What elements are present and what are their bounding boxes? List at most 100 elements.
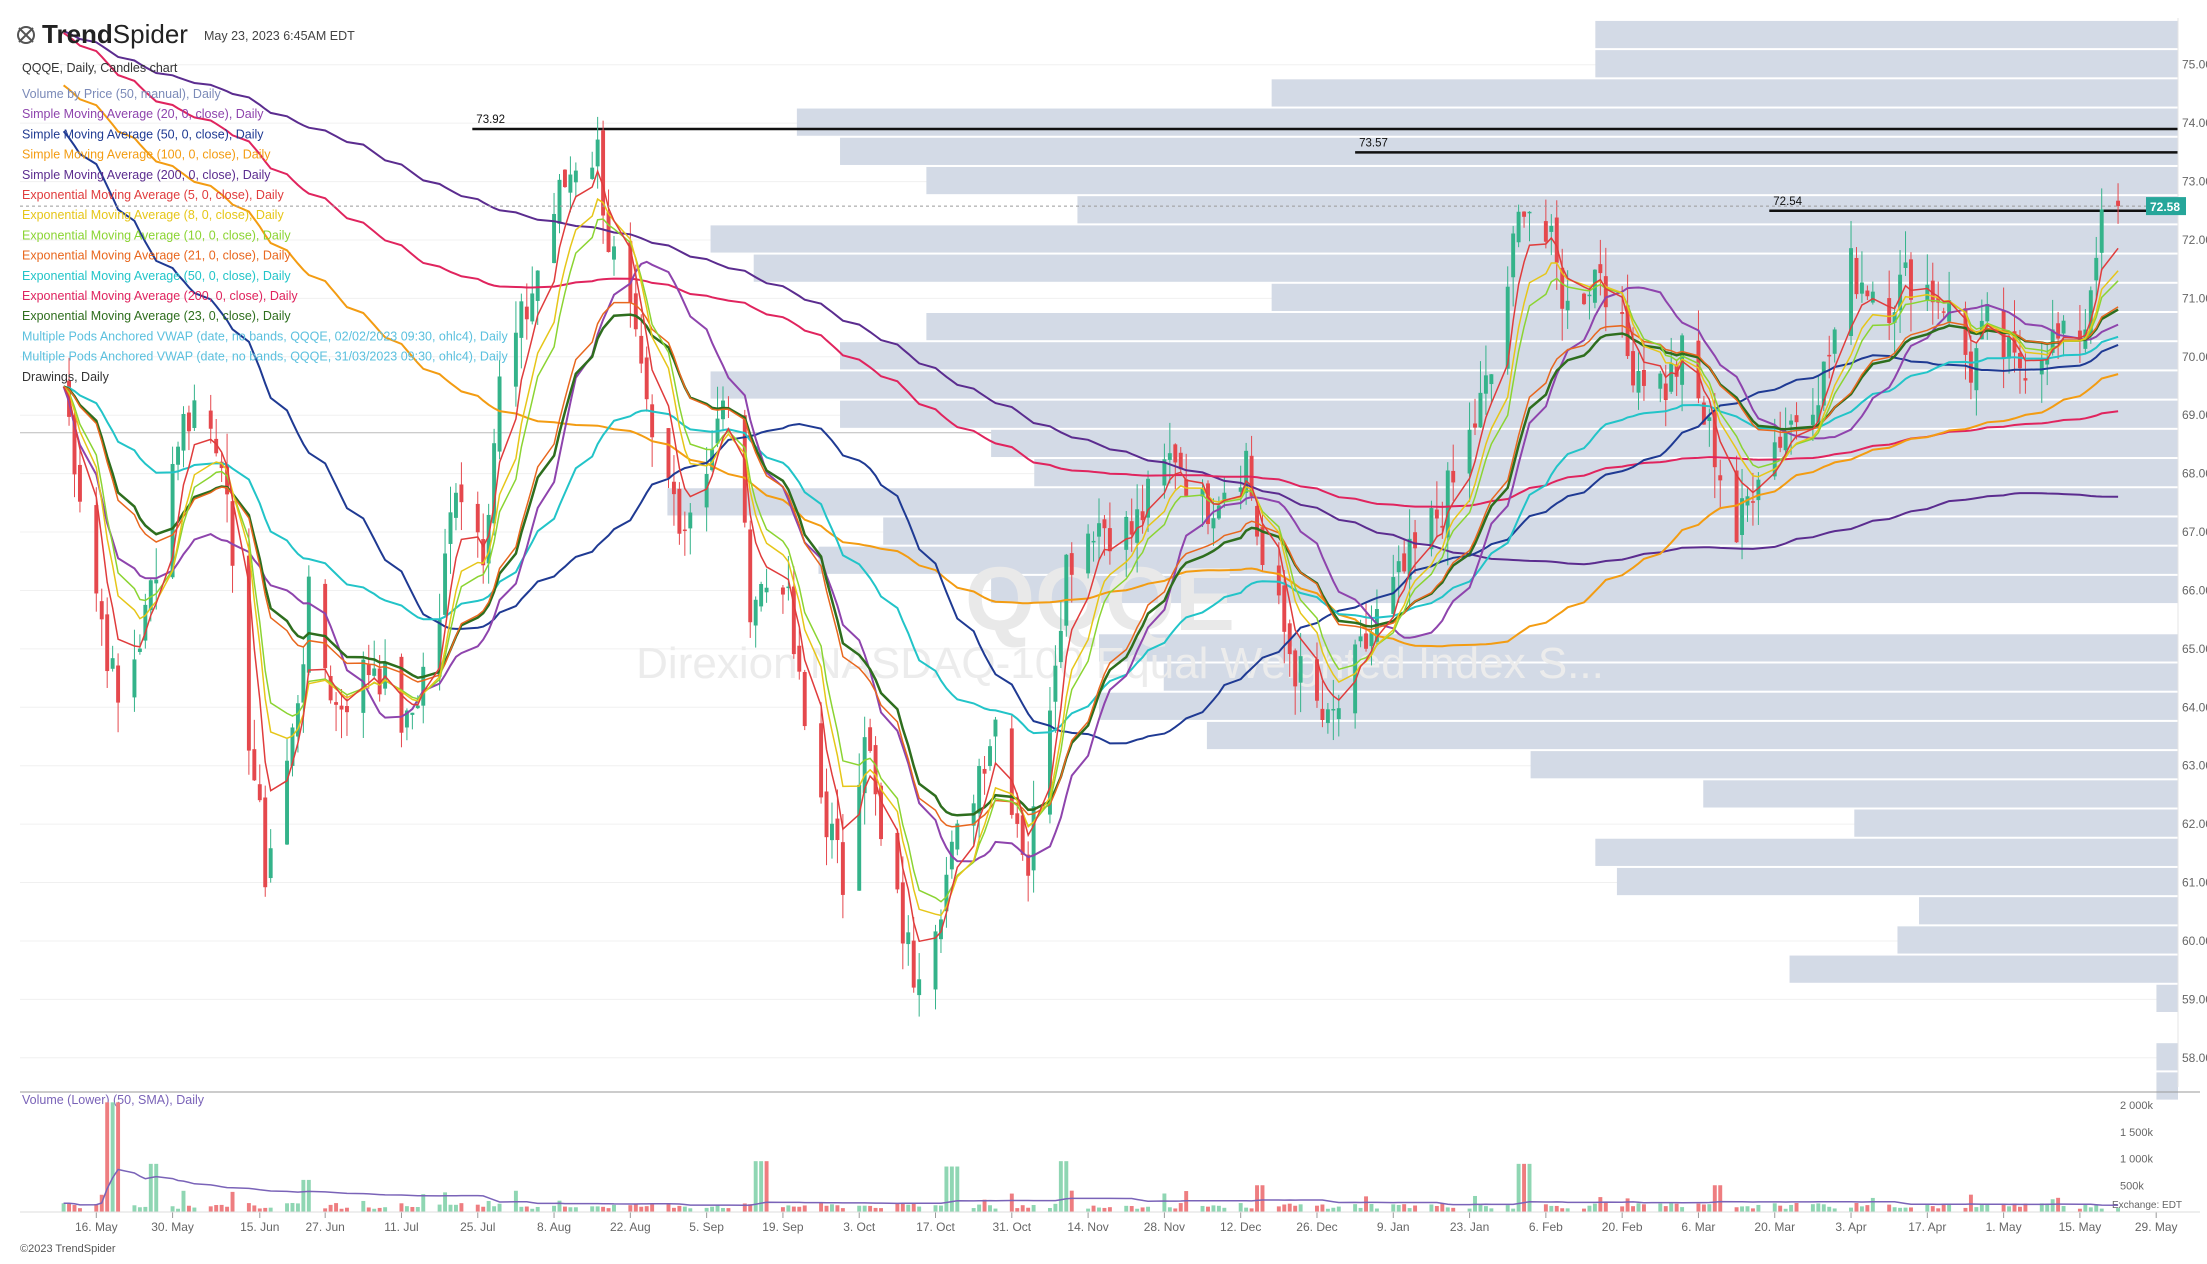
volume-profile-bar [1206, 721, 2178, 750]
volume-bar [1238, 1203, 1243, 1212]
volume-bar [742, 1203, 747, 1212]
volume-bar [764, 1161, 769, 1212]
legend-item[interactable]: Multiple Pods Anchored VWAP (date, no ba… [22, 350, 508, 364]
volume-bar [988, 1205, 992, 1212]
volume-bar [1974, 1207, 1979, 1212]
legend-item[interactable]: Volume by Price (50, manual), Daily [22, 87, 221, 101]
volume-bar [1211, 1205, 1216, 1212]
candle-body [1047, 710, 1052, 815]
price-tick-label: 67.00 [2182, 525, 2207, 539]
volume-bar [1249, 1208, 1254, 1212]
candle-body [421, 666, 426, 706]
legend-item[interactable]: Exponential Moving Average (21, 0, close… [22, 249, 291, 263]
legend-item[interactable]: Exponential Moving Average (200, 0, clos… [22, 289, 298, 303]
candle-body [1135, 509, 1140, 543]
candle-body [1789, 420, 1794, 425]
candle-body [176, 446, 180, 465]
candle-body [1549, 225, 1554, 232]
volume-bar [879, 1208, 883, 1212]
candle-body [345, 706, 349, 713]
volume-bar [328, 1204, 333, 1212]
volume-bar [334, 1203, 339, 1212]
copyright: ©2023 TrendSpider [20, 1243, 116, 1255]
candle-body [492, 443, 497, 524]
volume-bar [1821, 1204, 1826, 1212]
volume-bar [1091, 1205, 1096, 1212]
volume-bar [1658, 1203, 1663, 1212]
volume-profile-bar [1163, 663, 2178, 691]
legend-item[interactable]: Exponential Moving Average (8, 0, close)… [22, 208, 284, 222]
volume-bar [1625, 1198, 1630, 1212]
legend-item[interactable]: Simple Moving Average (50, 0, close), Da… [22, 127, 264, 141]
candle-body [1603, 276, 1608, 308]
candle-body [1985, 304, 1990, 322]
volume-profile-bar [991, 429, 2178, 458]
volume-profile-bar [710, 225, 2178, 253]
level-label: 72.54 [1773, 196, 1802, 208]
legend-item[interactable]: Drawings, Daily [22, 370, 110, 384]
time-tick-label: 20. Feb [1602, 1220, 1643, 1234]
volume-bar [830, 1204, 834, 1212]
time-tick-label: 16. May [75, 1220, 118, 1234]
candle-body [246, 555, 251, 751]
volume-bar [1701, 1204, 1706, 1212]
volume-profile-bar [710, 371, 2178, 399]
candle-body [1276, 565, 1281, 596]
legend-item[interactable]: Exponential Moving Average (23, 0, close… [22, 309, 291, 323]
time-tick-label: 11. Jul [384, 1220, 418, 1234]
volume-bar [497, 1203, 502, 1212]
volume-bar [459, 1203, 464, 1212]
legend-item[interactable]: Simple Moving Average (200, 0, close), D… [22, 168, 271, 182]
price-tick-label: 73.00 [2182, 175, 2207, 189]
time-tick-label: 25. Jul [460, 1220, 495, 1234]
legend-item[interactable]: Exponential Moving Average (5, 0, close)… [22, 188, 284, 202]
volume-bar [666, 1204, 671, 1212]
level-label: 73.57 [1359, 137, 1388, 149]
candle-body [230, 501, 235, 566]
legend-item[interactable]: Multiple Pods Anchored VWAP (date, no ba… [22, 329, 508, 343]
candle-body [1663, 383, 1668, 401]
sma-100-line [62, 84, 2119, 648]
candle-body [1331, 708, 1336, 711]
candle-body [252, 749, 257, 781]
volume-bar [1783, 1208, 1788, 1212]
volume-bar [1331, 1207, 1336, 1212]
candle-body [710, 449, 715, 471]
candle-body [1353, 644, 1358, 714]
candle-body [1674, 364, 1679, 377]
candle-body [1740, 498, 1745, 535]
legend-item[interactable]: Simple Moving Average (100, 0, close), D… [22, 148, 271, 162]
candle-body [1898, 274, 1903, 311]
volume-bar [840, 1208, 845, 1212]
candle-body [377, 668, 382, 695]
volume-bar [1184, 1191, 1189, 1212]
volume-bar [873, 1207, 878, 1212]
candle-body [285, 760, 289, 845]
volume-bar [1315, 1205, 1319, 1212]
volume-bar [186, 1205, 191, 1212]
candle-body [415, 705, 420, 709]
candle-body [154, 579, 159, 584]
legend-item[interactable]: Exponential Moving Average (10, 0, close… [22, 228, 291, 242]
volume-bar [552, 1205, 557, 1212]
volume-bar [2023, 1203, 2028, 1212]
volume-profile-bar [667, 488, 2178, 516]
volume-bar [1669, 1203, 1674, 1212]
ema-23-line [63, 308, 2119, 817]
volume-bar [1680, 1207, 1685, 1212]
candle-body [601, 130, 606, 216]
volume-bar [246, 1203, 251, 1212]
volume-bar [1031, 1205, 1036, 1212]
volume-bar [2094, 1204, 2099, 1212]
indicator-legend: QQQE, Daily, Candles chart Volume by Pri… [22, 61, 508, 384]
volume-bar [639, 1206, 644, 1212]
volume-bar [1107, 1207, 1112, 1212]
legend-item[interactable]: Exponential Moving Average (50, 0, close… [22, 269, 291, 283]
legend-item[interactable]: Simple Moving Average (20, 0, close), Da… [22, 107, 264, 121]
volume-bar [1859, 1206, 1864, 1212]
volume-bar [1293, 1205, 1298, 1212]
volume-bar [170, 1206, 175, 1212]
volume-bar [1832, 1208, 1837, 1212]
volume-bar [1374, 1208, 1379, 1212]
